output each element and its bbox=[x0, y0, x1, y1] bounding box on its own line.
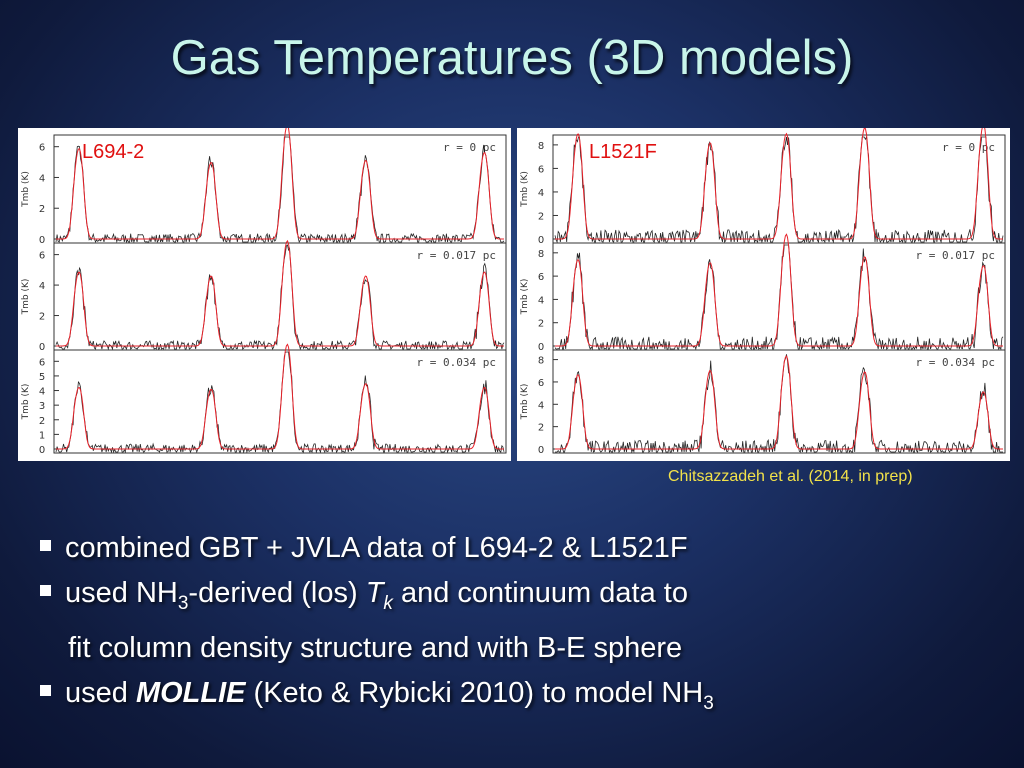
y-tick-label: 2 bbox=[39, 416, 45, 427]
subscript: 3 bbox=[177, 592, 189, 614]
y-tick-label: 2 bbox=[538, 319, 544, 330]
radius-label: r = 0.034 pc bbox=[417, 356, 496, 369]
bullet-item: combined GBT + JVLA data of L694-2 & L15… bbox=[40, 526, 714, 571]
bullet-text: used NH3-derived (los) Tk and continuum … bbox=[65, 571, 688, 626]
y-tick-label: 8 bbox=[538, 141, 544, 152]
y-tick-label: 4 bbox=[39, 387, 45, 398]
y-tick-label: 0 bbox=[39, 235, 45, 246]
y-tick-label: 2 bbox=[538, 211, 544, 222]
y-tick-label: 6 bbox=[538, 378, 544, 389]
bullet-list: combined GBT + JVLA data of L694-2 & L15… bbox=[40, 526, 714, 726]
y-tick-label: 4 bbox=[39, 173, 45, 184]
bullet-square-icon bbox=[40, 540, 51, 551]
y-tick-label: 8 bbox=[538, 356, 544, 367]
bullet-square-icon bbox=[40, 585, 51, 596]
y-axis-label: Tmb (K) bbox=[21, 384, 31, 421]
y-axis-label: Tmb (K) bbox=[520, 171, 530, 208]
spectra-chart-l694: L694-2 0 2 4 6 Tmb (K) r = 0 pc 0 2 4 6 Tmb (K) r = … bbox=[21, 128, 507, 456]
bullet-continuation: fit column density structure and with B-… bbox=[68, 631, 683, 664]
citation: Chitsazzadeh et al. (2014, in prep) bbox=[668, 468, 913, 485]
y-axis-label: Tmb (K) bbox=[520, 279, 530, 316]
y-tick-label: 5 bbox=[39, 372, 45, 383]
y-tick-label: 8 bbox=[538, 249, 544, 260]
y-tick-label: 3 bbox=[39, 401, 45, 412]
spectra-chart-l1521f: L1521F 0 2 4 6 8 Tmb (K) r = 0 pc 0 2 4 6 8 Tmb (K) r … bbox=[520, 128, 1006, 456]
y-tick-label: 2 bbox=[39, 204, 45, 215]
y-axis-label: Tmb (K) bbox=[520, 384, 530, 421]
y-tick-label: 4 bbox=[538, 188, 544, 199]
mollie-emphasis: MOLLIE bbox=[135, 676, 246, 709]
y-tick-label: 6 bbox=[39, 251, 45, 262]
bullet-text-part: and continuum data to bbox=[392, 577, 688, 609]
spectra-panel-l1521f: L1521F 0 2 4 6 8 Tmb (K) r = 0 pc 0 2 4 6 8 Tmb (K) r … bbox=[517, 128, 1010, 461]
bullet-item: used NH3-derived (los) Tk and continuum … bbox=[40, 571, 714, 626]
bullet-text-part: used NH bbox=[65, 577, 178, 609]
bullet-item: used MOLLIE (Keto & Rybicki 2010) to mod… bbox=[40, 671, 714, 726]
y-tick-label: 0 bbox=[538, 445, 544, 456]
y-tick-label: 2 bbox=[538, 423, 544, 434]
source-label: L1521F bbox=[589, 141, 657, 163]
data-spectrum-line bbox=[555, 354, 1003, 454]
model-spectrum-line bbox=[555, 355, 1003, 450]
y-tick-label: 0 bbox=[39, 445, 45, 456]
radius-label: r = 0.017 pc bbox=[417, 249, 496, 262]
bullet-square-icon bbox=[40, 684, 51, 696]
radius-label: r = 0 pc bbox=[942, 141, 995, 154]
y-tick-label: 6 bbox=[538, 272, 544, 283]
bullet-text-part: -derived (los) bbox=[188, 577, 366, 609]
model-spectrum-line bbox=[56, 128, 504, 240]
subscript: 3 bbox=[703, 692, 714, 714]
y-tick-label: 4 bbox=[538, 295, 544, 306]
temperature-symbol: T bbox=[365, 577, 384, 609]
y-tick-label: 0 bbox=[39, 342, 45, 353]
bullet-text-part: used bbox=[65, 676, 136, 709]
y-tick-label: 0 bbox=[538, 235, 544, 246]
model-spectrum-line bbox=[555, 128, 1003, 240]
y-tick-label: 4 bbox=[39, 281, 45, 292]
plot-frame bbox=[552, 349, 1006, 454]
bullet-text-part: (Keto & Rybicki 2010) to model NH bbox=[245, 676, 704, 709]
radius-label: r = 0 pc bbox=[443, 141, 496, 154]
model-spectrum-line bbox=[56, 239, 504, 347]
y-axis-label: Tmb (K) bbox=[21, 279, 31, 316]
bullet-text: used MOLLIE (Keto & Rybicki 2010) to mod… bbox=[65, 671, 714, 726]
y-tick-label: 2 bbox=[39, 312, 45, 323]
y-tick-label: 6 bbox=[39, 357, 45, 368]
subscript: k bbox=[383, 592, 393, 614]
y-tick-label: 6 bbox=[538, 164, 544, 175]
y-tick-label: 1 bbox=[39, 430, 45, 441]
plot-frame bbox=[53, 349, 507, 454]
model-spectrum-line bbox=[56, 343, 504, 450]
spectra-panel-l694: L694-2 0 2 4 6 Tmb (K) r = 0 pc 0 2 4 6 Tmb (K) r = … bbox=[18, 128, 511, 461]
slide-title: Gas Temperatures (3D models) bbox=[170, 31, 854, 85]
y-tick-label: 6 bbox=[39, 143, 45, 154]
y-tick-label: 4 bbox=[538, 400, 544, 411]
y-tick-label: 0 bbox=[538, 342, 544, 353]
source-label: L694-2 bbox=[82, 141, 144, 163]
bullet-text: combined GBT + JVLA data of L694-2 & L15… bbox=[65, 532, 688, 564]
radius-label: r = 0.017 pc bbox=[916, 249, 995, 262]
y-axis-label: Tmb (K) bbox=[21, 171, 31, 208]
model-spectrum-line bbox=[555, 233, 1003, 347]
radius-label: r = 0.034 pc bbox=[916, 356, 995, 369]
